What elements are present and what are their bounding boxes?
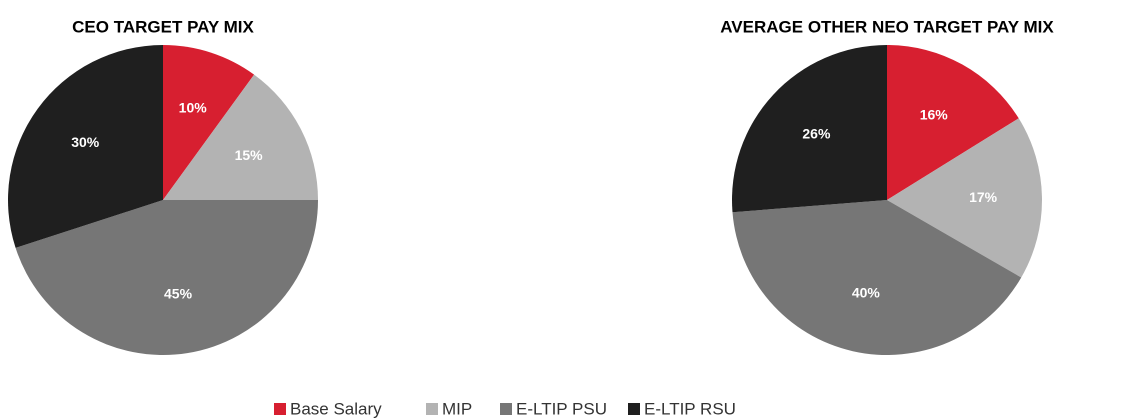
value-label: 26% bbox=[802, 125, 831, 141]
chart-title: CEO TARGET PAY MIX bbox=[72, 17, 254, 36]
legend-label: Base Salary bbox=[290, 399, 382, 418]
legend-label: MIP bbox=[442, 399, 472, 418]
value-label: 17% bbox=[969, 189, 998, 205]
legend-swatch bbox=[628, 403, 640, 415]
legend-swatch bbox=[426, 403, 438, 415]
pie-slice bbox=[163, 74, 318, 200]
value-label: 40% bbox=[852, 284, 881, 300]
legend-swatch bbox=[274, 403, 286, 415]
value-label: 45% bbox=[164, 286, 193, 302]
chart-title: AVERAGE OTHER NEO TARGET PAY MIX bbox=[720, 17, 1054, 36]
pie-slice bbox=[732, 200, 1022, 356]
value-label: 10% bbox=[179, 99, 208, 115]
pie-slice bbox=[7, 45, 164, 248]
legend-label: E-LTIP PSU bbox=[516, 399, 607, 418]
pie-slice bbox=[887, 45, 1019, 200]
pie-slice bbox=[732, 45, 887, 213]
value-label: 30% bbox=[71, 134, 100, 150]
value-label: 15% bbox=[235, 147, 264, 163]
pie-slice bbox=[15, 200, 318, 355]
value-label: 16% bbox=[920, 107, 949, 123]
pie-slice bbox=[163, 45, 255, 200]
legend-label: E-LTIP RSU bbox=[644, 399, 736, 418]
pie-slice bbox=[887, 118, 1042, 278]
legend-swatch bbox=[500, 403, 512, 415]
